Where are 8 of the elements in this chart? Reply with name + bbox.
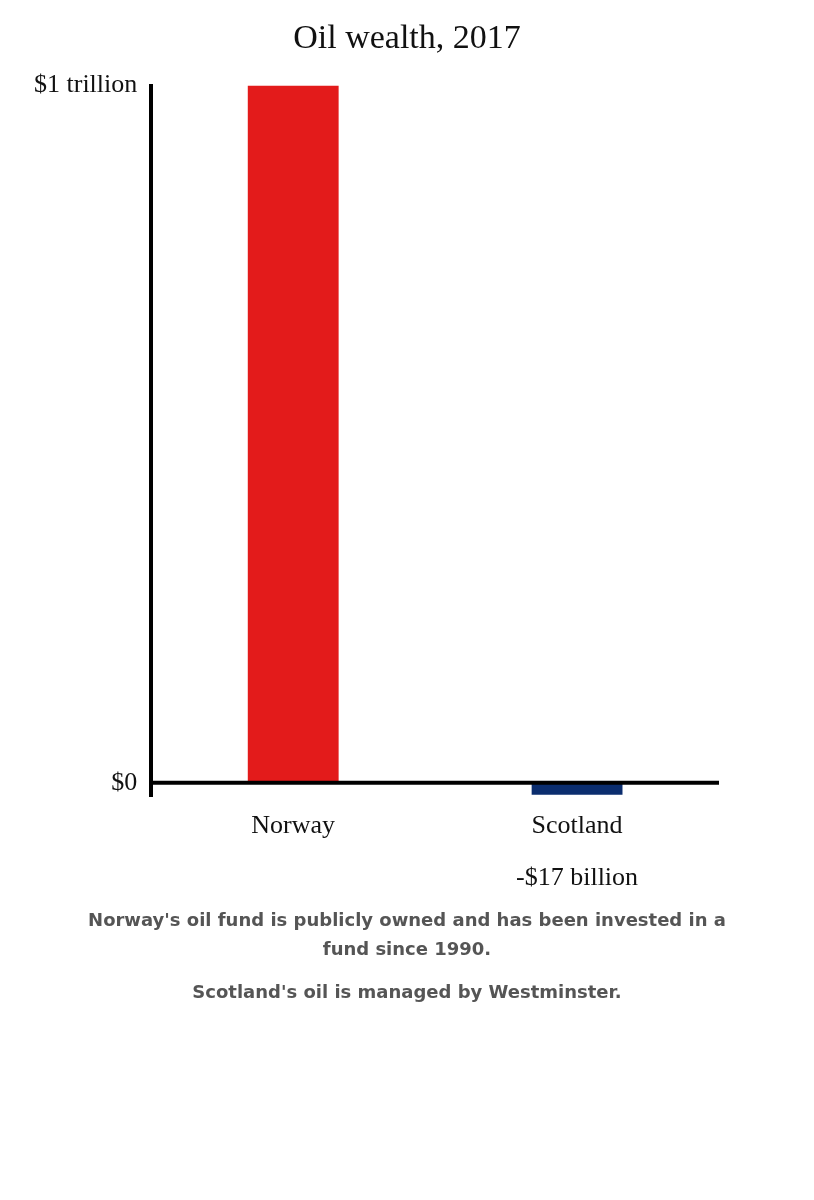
text: Scotland's oil is managed by Westminster. [191, 979, 623, 1004]
annotation: -$17 billion [516, 861, 639, 891]
text: Norway's oil fund is publicly owned and has been invested in a fund since 1990. [87, 908, 727, 961]
y-tick-label: $1 trillion [34, 69, 138, 99]
y-tick-label: $0 [111, 766, 138, 796]
chart-title: Oil wealth, 2017 [292, 18, 522, 56]
x-tick-label: Scotland [531, 810, 623, 840]
x-tick-label: Norway [251, 810, 336, 840]
